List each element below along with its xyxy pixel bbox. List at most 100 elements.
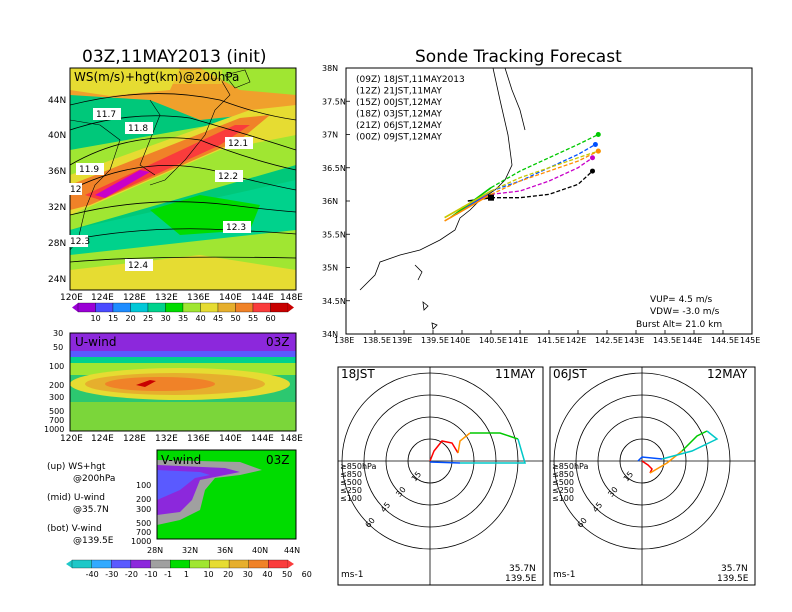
colorbar-cell bbox=[235, 302, 254, 313]
hodo-date: 11MAY bbox=[495, 367, 536, 381]
colorbar-label: 10 bbox=[91, 314, 101, 323]
level-label: 500 bbox=[49, 407, 64, 416]
left-map-lat-labels: 44N 40N 36N 32N 28N 24N bbox=[48, 96, 66, 285]
legend-line: @35.7N bbox=[73, 505, 109, 515]
launch-site bbox=[488, 194, 494, 201]
colorbar-cell bbox=[189, 559, 210, 569]
colorbar-cell bbox=[217, 302, 236, 313]
lon-label: 140E bbox=[219, 293, 242, 303]
run-legend-item: (12Z) 21JST,11MAY bbox=[356, 87, 442, 97]
lat-label: 36N bbox=[322, 197, 338, 206]
lon-label: 141E bbox=[508, 336, 528, 345]
colorbar-label: 15 bbox=[108, 314, 118, 323]
vwind-label: V-wind bbox=[161, 453, 201, 467]
hodo-trace bbox=[429, 461, 461, 464]
uwind-label: U-wind bbox=[75, 335, 116, 349]
colorbar-label: 35 bbox=[178, 314, 188, 323]
lat-label: 32N bbox=[48, 203, 66, 213]
lon-label: 144E bbox=[251, 434, 274, 444]
lon-label: 139E bbox=[392, 336, 412, 345]
run-legend: (09Z) 18JST,11MAY2013(12Z) 21JST,11MAY(1… bbox=[356, 75, 465, 143]
wind-map-label: WS(m/s)+hgt(km)@200hPa bbox=[74, 70, 239, 84]
hodo-lat: 35.7N bbox=[509, 564, 536, 574]
track-descent bbox=[490, 150, 599, 195]
hodo-trace bbox=[637, 456, 663, 462]
lon-label: 140E bbox=[450, 336, 470, 345]
colorbar-label: 50 bbox=[231, 314, 241, 323]
track-ascent bbox=[444, 193, 492, 222]
colorbar-cell bbox=[112, 302, 131, 313]
lon-label: 132E bbox=[155, 434, 178, 444]
hodo-layer-label: ≤250 bbox=[552, 486, 574, 495]
param-burst: Burst Alt= 21.0 km bbox=[636, 320, 722, 330]
contour-label: 12.3 bbox=[226, 223, 246, 233]
colorbar-label: -10 bbox=[145, 570, 158, 579]
lon-label: 148E bbox=[280, 434, 303, 444]
panel-legend: (up) WS+hgt @200hPa (mid) U-wind @35.7N … bbox=[47, 462, 115, 546]
colorbar-arrow bbox=[288, 560, 294, 568]
hodo-layer-label: ≥850hPa bbox=[552, 462, 589, 471]
lat-label: 38N bbox=[322, 64, 338, 73]
hodo-layer-label: ≥850hPa bbox=[340, 462, 377, 471]
lat-label: 28N bbox=[147, 546, 163, 555]
level-label: 30 bbox=[53, 329, 63, 338]
contour-label: 11.9 bbox=[79, 165, 99, 175]
lat-label: 34.5N bbox=[322, 297, 346, 306]
lat-label: 28N bbox=[48, 239, 66, 249]
lon-label: 148E bbox=[280, 293, 303, 303]
lon-label: 124E bbox=[91, 434, 114, 444]
lon-label: 140E bbox=[219, 434, 242, 444]
lon-label: 120E bbox=[60, 293, 83, 303]
contour-label: 12.3 bbox=[70, 237, 90, 247]
run-legend-item: (15Z) 00JST,12MAY bbox=[356, 98, 442, 108]
colorbar-cell bbox=[268, 559, 289, 569]
level-label: 1000 bbox=[44, 425, 64, 434]
lon-label: 144E bbox=[682, 336, 702, 345]
colorbar-label: 60 bbox=[266, 314, 276, 323]
hodo-date: 12MAY bbox=[707, 367, 748, 381]
colorbar-cell bbox=[170, 559, 190, 569]
colorbar-label: 1 bbox=[184, 570, 189, 579]
track-ascent bbox=[444, 190, 492, 219]
lon-label: 128E bbox=[123, 293, 146, 303]
run-legend-item: (21Z) 06JST,12MAY bbox=[356, 121, 442, 131]
colorbar-label: 30 bbox=[161, 314, 171, 323]
lon-label: 138.5E bbox=[363, 336, 391, 345]
track-endpoint bbox=[592, 141, 598, 147]
hodo-lat: 35.7N bbox=[721, 564, 748, 574]
lon-label: 132E bbox=[155, 293, 178, 303]
param-vup: VUP= 4.5 m/s bbox=[650, 295, 713, 305]
legend-line: (mid) U-wind bbox=[47, 493, 105, 503]
lat-label: 37N bbox=[322, 131, 338, 140]
lat-label: 35.5N bbox=[322, 230, 346, 239]
lat-label: 24N bbox=[48, 275, 66, 285]
lon-label: 138E bbox=[334, 336, 354, 345]
lon-label: 139.5E bbox=[421, 336, 449, 345]
colorbar-cell bbox=[91, 559, 112, 569]
hodo-frame bbox=[337, 366, 544, 586]
lat-label: 36N bbox=[48, 167, 66, 177]
level-label: 200 bbox=[49, 381, 64, 390]
lon-label: 128E bbox=[123, 434, 146, 444]
track-endpoint bbox=[595, 148, 601, 154]
hodo-unit: ms-1 bbox=[553, 570, 575, 580]
legend-line: (up) WS+hgt bbox=[47, 462, 106, 472]
colorbar-cell bbox=[209, 559, 230, 569]
lon-label: 144.5E bbox=[711, 336, 739, 345]
lat-label: 40N bbox=[252, 546, 268, 555]
track-endpoint bbox=[595, 132, 601, 137]
colorbar-cell bbox=[147, 302, 166, 313]
level-label: 100 bbox=[49, 362, 64, 371]
colorbar-cell bbox=[95, 302, 114, 313]
vwind-time: 03Z bbox=[266, 453, 290, 467]
colorbar-cell bbox=[248, 559, 269, 569]
colorbar-cell bbox=[111, 559, 132, 569]
level-label: 500 bbox=[136, 519, 151, 528]
hodo-trace bbox=[470, 432, 519, 440]
legend-line: @139.5E bbox=[73, 536, 114, 546]
colorbar-cell bbox=[130, 559, 151, 569]
lon-label: 142E bbox=[566, 336, 586, 345]
legend-line: (bot) V-wind bbox=[47, 524, 102, 534]
